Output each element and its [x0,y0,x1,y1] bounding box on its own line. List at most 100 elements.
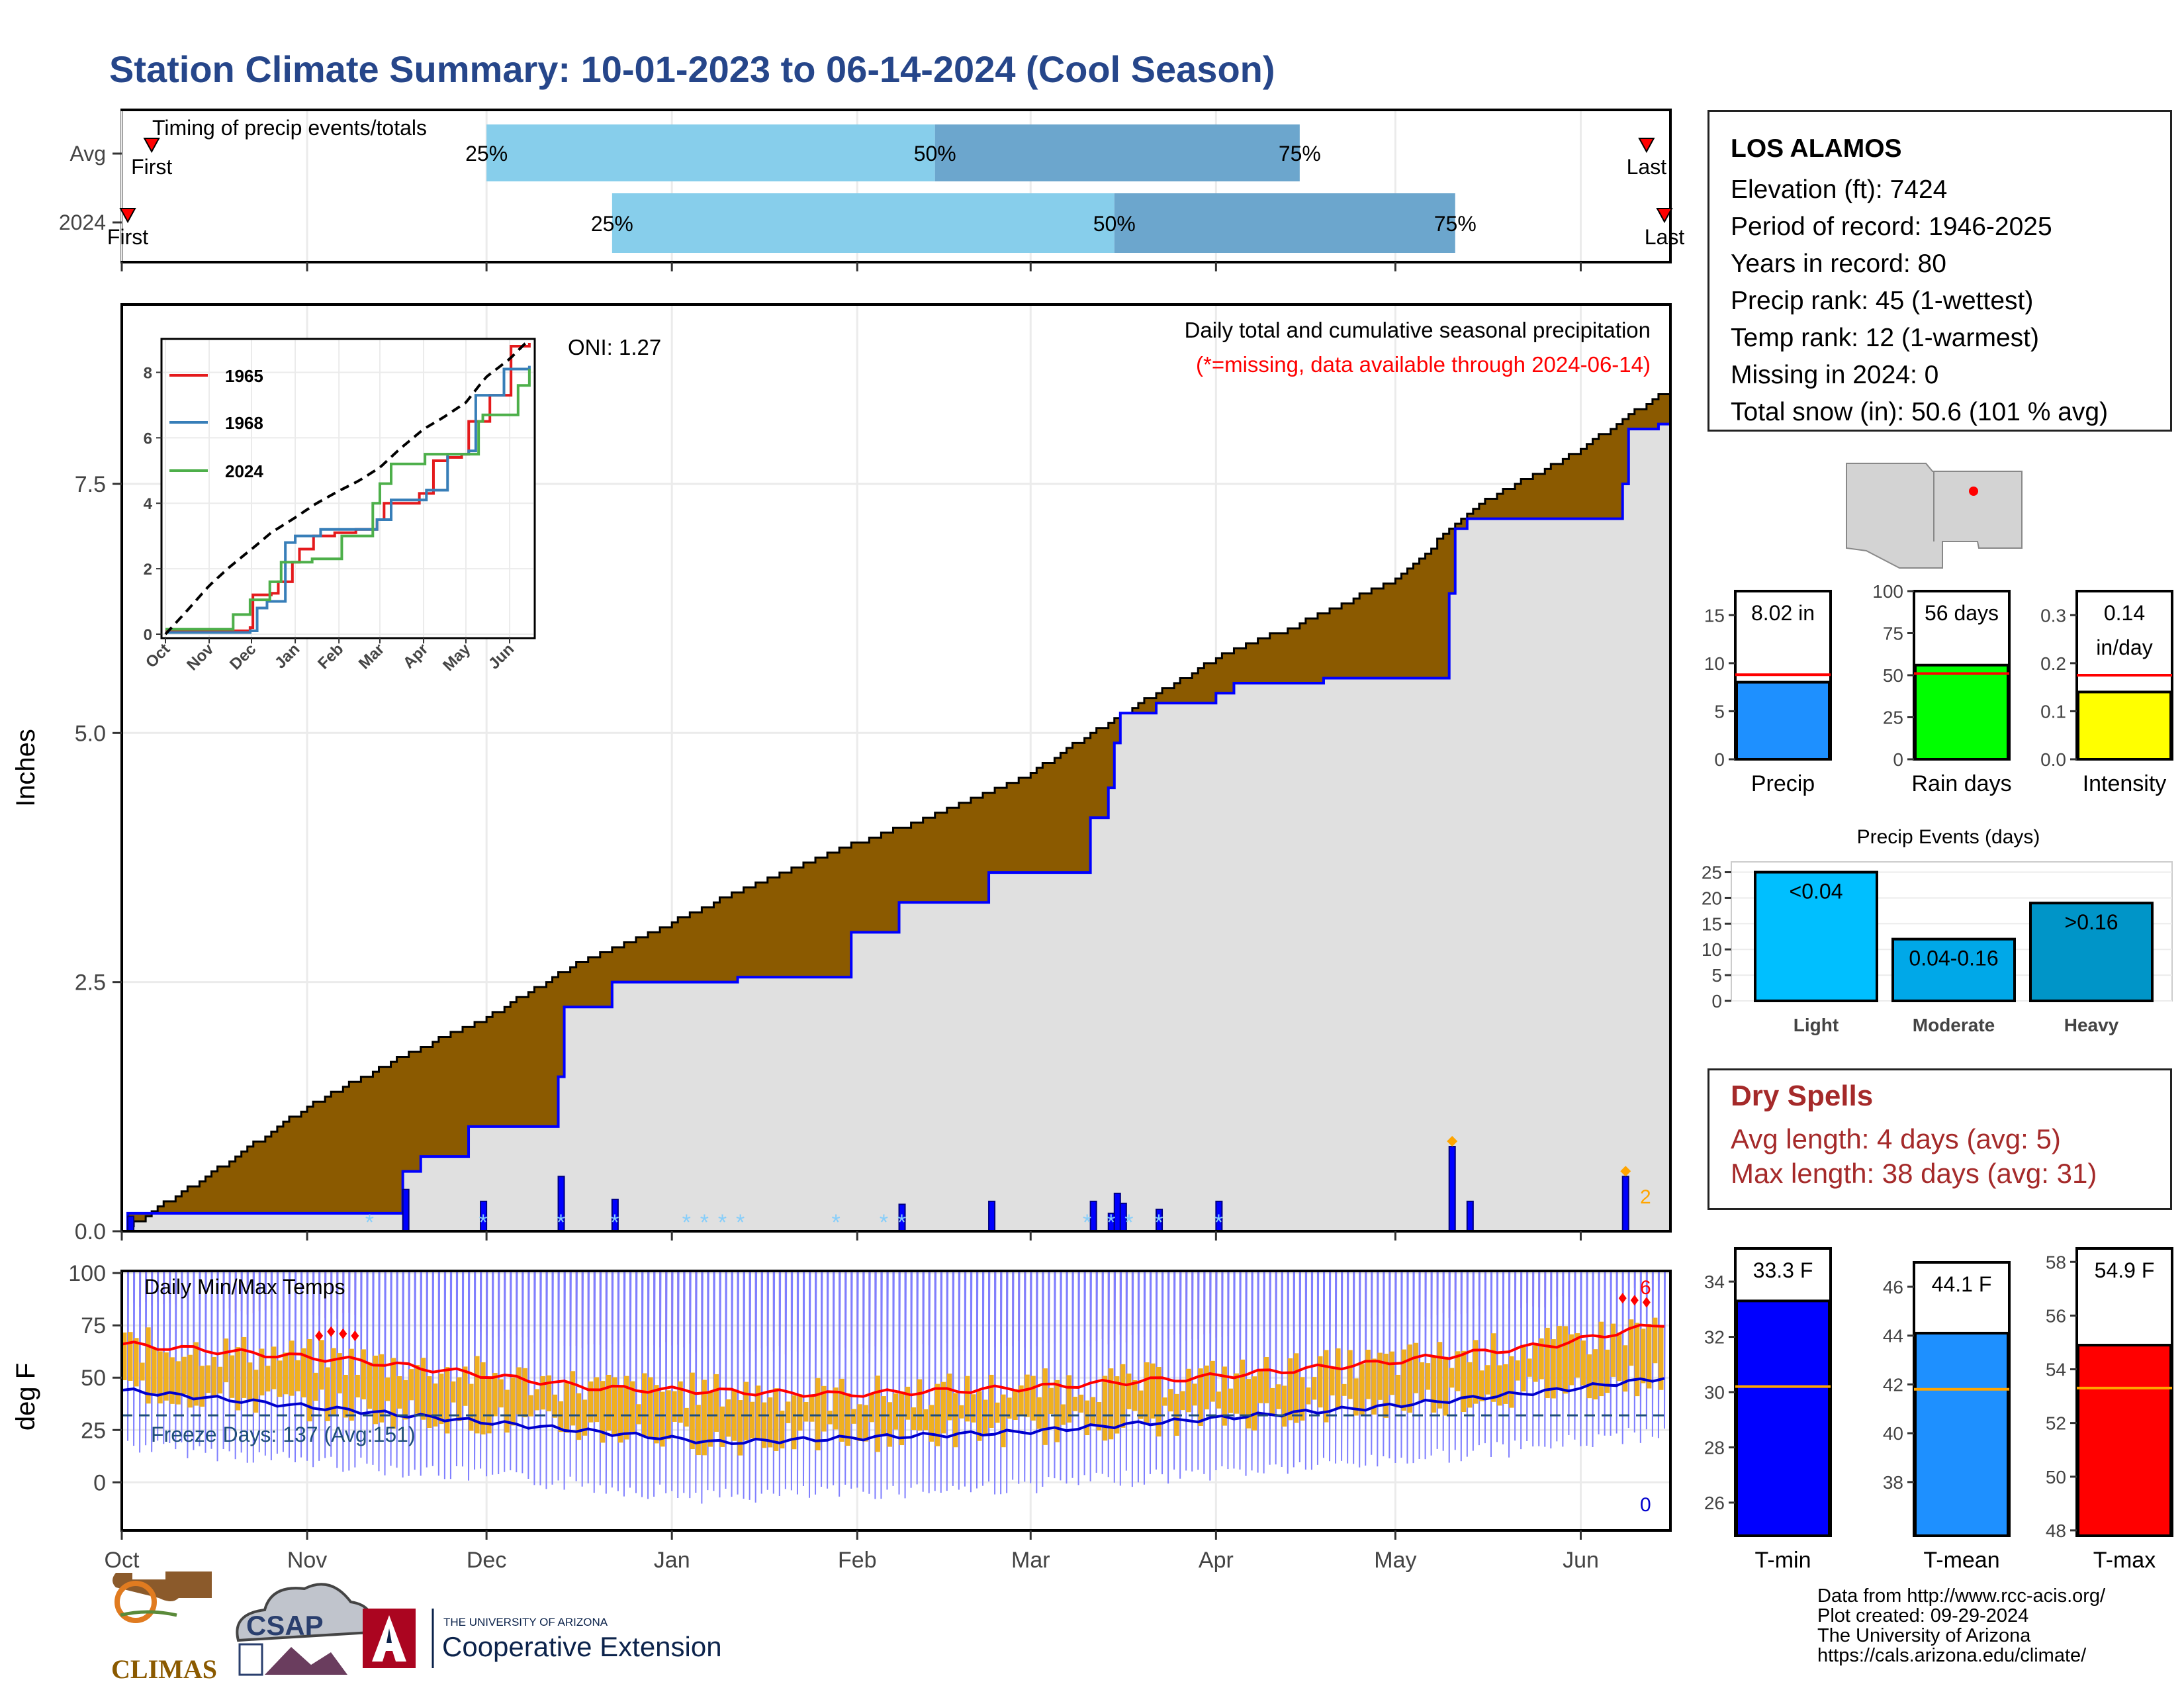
trace-precip-marker: * [1083,1210,1091,1235]
daily-temp-bar [995,1402,1000,1423]
side-chart-ytick-label: 100 [1872,581,1903,602]
daily-temp-bar [1186,1368,1191,1413]
daily-temp-bar [1496,1365,1502,1406]
daily-temp-bar [1521,1346,1526,1392]
daily-temp-bar [241,1336,247,1398]
credit-plot-created: Plot created: 09-29-2024 [1817,1605,2029,1626]
daily-temp-bar [253,1370,259,1413]
precip-events-ytick-label: 15 [1702,914,1722,934]
daily-temp-bar [134,1338,139,1387]
temp-ytick-label: 75 [81,1313,106,1338]
freeze-days-label: Freeze Days: 137 (Avg:151) [151,1423,416,1446]
daily-temp-bar [917,1379,923,1431]
daily-temp-bar [1090,1397,1096,1425]
timing-bar-25-50 [486,124,935,181]
daily-temp-bar [773,1388,779,1451]
daily-temp-bar [402,1380,408,1420]
inset-legend-1968: 1968 [225,413,263,433]
month-tick-label: Feb [838,1548,877,1573]
temp-count-low: 0 [1640,1494,1651,1516]
daily-temp-bar [1222,1366,1227,1426]
side-chart-value-label: 44.1 F [1932,1272,1992,1296]
credits: Data from http://www.rcc-acis.org/ Plot … [1817,1586,2105,1665]
trace-precip-marker: * [718,1210,727,1235]
last-event-label: Last [1645,225,1685,249]
daily-temp-bar [1317,1356,1323,1408]
daily-temp-bar [989,1374,994,1429]
daily-temp-bar [803,1401,809,1422]
daily-temp-bar [122,1333,127,1381]
station-elevation: Elevation (ft): 7424 [1731,175,1948,204]
daily-temp-bar [1293,1353,1299,1423]
daily-temp-bar [1449,1368,1455,1388]
daily-temp-bar [570,1371,576,1426]
precip-events-value-label: >0.16 [2065,910,2118,934]
dry-spells-max: Max length: 38 days (avg: 31) [1731,1158,2097,1189]
daily-temp-bar [1389,1351,1394,1395]
daily-temp-bar [301,1348,306,1397]
side-chart-ytick-label: 26 [1704,1493,1725,1513]
daily-temp-bar [1634,1323,1640,1397]
daily-temp-bar [1287,1358,1293,1421]
side-chart-ytick-label: 32 [1704,1327,1725,1348]
temp-ytick-label: 25 [81,1418,106,1443]
daily-temp-bar [140,1362,145,1381]
station-years: Years in record: 80 [1731,250,1946,278]
precip-y-axis-label: Inches [11,729,40,807]
month-tick-label: Mar [1011,1548,1050,1573]
record-precip-marker [1447,1136,1458,1147]
daily-temp-bar [492,1373,498,1417]
side-chart-category-label: T-mean [1923,1548,1999,1573]
daily-temp-bar [875,1376,880,1452]
daily-precip-bar [1621,1176,1629,1231]
daily-temp-bar [319,1340,324,1390]
inset-legend-2024: 2024 [225,461,263,481]
daily-temp-bar [1013,1389,1018,1421]
daily-temp-bar [690,1372,695,1450]
daily-temp-bar [1490,1333,1496,1402]
daily-temp-bar [1658,1325,1664,1390]
daily-temp-bar [1431,1357,1437,1413]
side-chart-ytick-label: 46 [1883,1277,1903,1297]
daily-temp-bar [660,1391,665,1447]
cumulative-2024-line [122,422,1670,1231]
daily-temp-bar [444,1367,450,1434]
daily-temp-bar [223,1338,229,1383]
daily-temp-bar [1024,1374,1030,1417]
timing-label-25: 25% [465,142,508,165]
daily-precip-bar [1448,1146,1456,1231]
daily-temp-bar [1616,1333,1622,1382]
daily-temp-bar [1036,1397,1042,1429]
daily-temp-bar [1383,1354,1388,1418]
daily-temp-bar [1138,1390,1144,1419]
timing-label-75: 75% [1279,142,1321,165]
daily-temp-bar [1275,1384,1281,1409]
daily-temp-bar [1586,1354,1592,1399]
temp-count-high: 6 [1640,1277,1651,1299]
daily-temp-bar [438,1374,444,1425]
daily-temp-bar [1395,1374,1400,1408]
daily-temp-bar [1162,1397,1167,1406]
daily-temp-bar [707,1391,713,1447]
daily-precip-bar [1466,1200,1474,1231]
daily-temp-bar [1054,1380,1060,1442]
daily-temp-bar [1646,1323,1652,1389]
daily-temp-bar [719,1406,725,1447]
daily-temp-bar [1592,1349,1598,1400]
daily-temp-bar [1484,1365,1490,1395]
daily-temp-bar [1503,1364,1508,1404]
daily-temp-bar [797,1394,803,1431]
daily-temp-bar [331,1348,336,1415]
precip-events-ytick-label: 5 [1711,965,1722,986]
daily-temp-bar [277,1360,283,1397]
daily-temp-bar [1240,1359,1246,1417]
daily-temp-bar [1150,1363,1156,1419]
daily-temp-bar [385,1377,390,1401]
daily-temp-bar [1180,1391,1185,1411]
daily-temp-bar [1072,1397,1078,1411]
daily-temp-bar [827,1411,833,1425]
trace-precip-marker: * [1214,1210,1223,1235]
timing-label-50: 50% [1093,212,1136,236]
precip-ytick-label: 0.0 [75,1219,106,1244]
side-chart-ytick-label: 0 [1714,749,1725,770]
